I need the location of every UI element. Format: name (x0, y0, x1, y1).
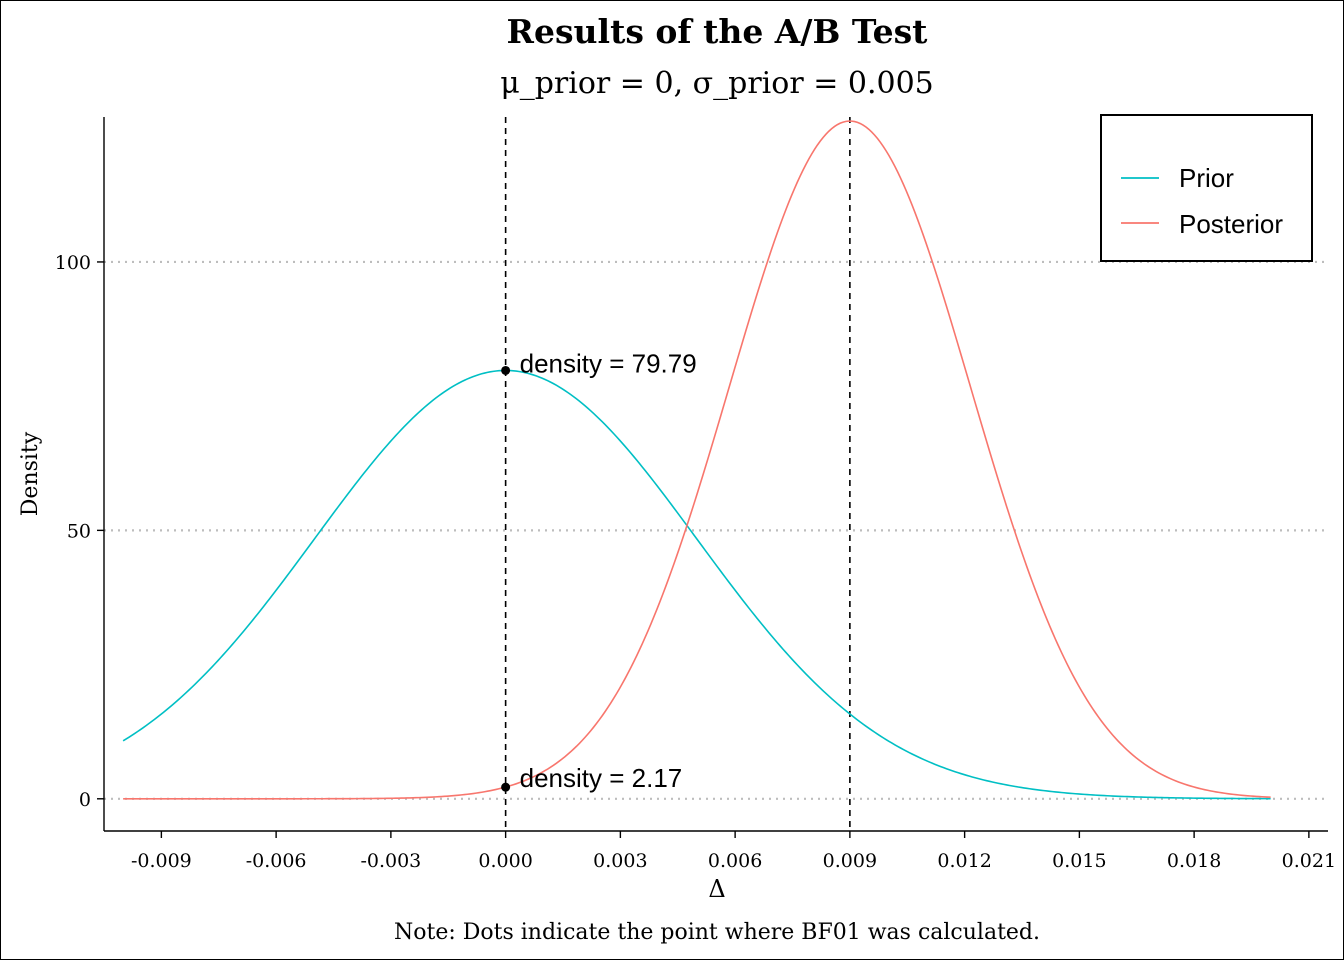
x-tick-label: 0.006 (708, 850, 762, 872)
x-axis-label: Δ (708, 875, 725, 903)
series-line-posterior (123, 120, 1271, 800)
series-line-prior (122, 369, 1271, 800)
bf-point-label: density = 79.79 (520, 348, 697, 378)
legend-label-prior: Prior (1179, 163, 1234, 193)
legend-label-posterior: Posterior (1179, 209, 1283, 239)
grid-lines (104, 260, 1328, 800)
chart-subtitle: μ_prior = 0, σ_prior = 0.005 (500, 66, 934, 101)
x-tick-label: 0.015 (1052, 850, 1106, 872)
chart-title: Results of the A/B Test (507, 12, 929, 51)
bf-point (501, 782, 511, 792)
x-tick-label: -0.009 (131, 850, 192, 872)
y-tick-label: 50 (67, 520, 91, 542)
bf-points: density = 79.79 density = 2.17 (501, 348, 697, 793)
reference-lines (504, 117, 851, 831)
y-tick-label: 100 (55, 252, 91, 274)
x-tick-label: 0.012 (937, 850, 991, 872)
chart-caption: Note: Dots indicate the point where BF01… (394, 920, 1040, 945)
series-lines (122, 120, 1271, 800)
x-tick-label: -0.006 (246, 850, 307, 872)
x-tick-label: 0.000 (478, 850, 532, 872)
legend-box (1100, 114, 1313, 262)
bf-point-label: density = 2.17 (520, 763, 683, 793)
x-tick-label: 0.003 (593, 850, 647, 872)
x-tick-label: -0.003 (360, 850, 421, 872)
x-tick-label: 0.021 (1282, 850, 1336, 872)
y-tick-label: 0 (79, 789, 91, 811)
legend: Prior Posterior (1100, 114, 1313, 262)
y-axis-ticks: 0 50 100 (55, 252, 104, 811)
bf-point (501, 365, 511, 375)
x-tick-label: 0.009 (823, 850, 877, 872)
x-tick-label: 0.018 (1167, 850, 1221, 872)
x-axis-ticks: -0.009 -0.006 -0.003 0.000 0.003 0.006 0.009 0.… (131, 831, 1336, 872)
y-axis-label: Density (18, 431, 43, 516)
